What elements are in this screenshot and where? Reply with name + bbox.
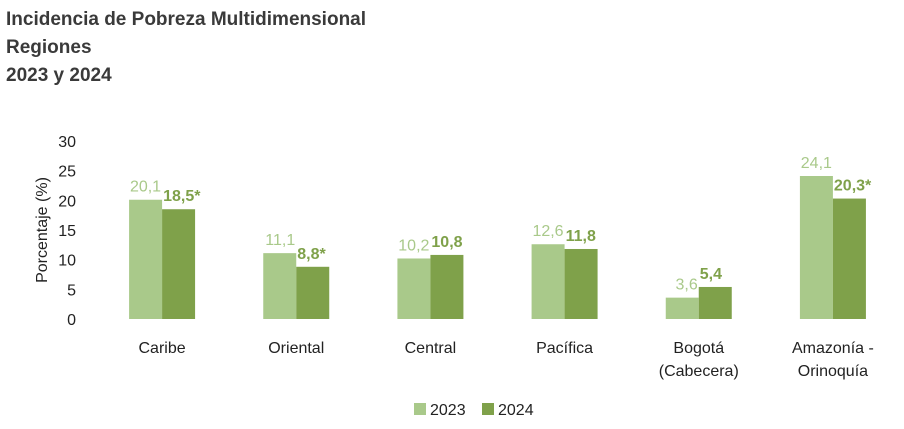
data-label-2024: 20,3* — [834, 178, 872, 195]
data-label-2024: 18,5* — [163, 188, 201, 205]
bar-2023 — [263, 253, 297, 319]
chart-title: Incidencia de Pobreza Multidimensional R… — [6, 6, 366, 90]
category-label: Bogotá — [673, 340, 724, 357]
bar-2024 — [698, 286, 732, 319]
category-label: Oriental — [268, 340, 324, 357]
category-label: Pacífica — [536, 340, 593, 357]
category-label: Orinoquía — [798, 363, 868, 380]
bar-2023 — [665, 297, 699, 319]
category-label: Caribe — [139, 340, 186, 357]
data-label-2023: 10,2 — [398, 237, 429, 254]
bar-2023 — [531, 244, 565, 319]
y-axis: 0 5 10 15 20 25 30 Porcentaje (%) — [34, 134, 76, 329]
y-tick-label: 30 — [58, 134, 76, 151]
bar-2024 — [296, 266, 330, 319]
category-label: (Cabecera) — [659, 363, 739, 380]
y-tick-label: 25 — [58, 164, 76, 181]
y-tick-label: 10 — [58, 253, 76, 270]
legend-label-2024: 2024 — [498, 402, 534, 419]
data-label-2024: 5,4 — [700, 266, 722, 283]
y-tick-label: 5 — [67, 282, 76, 299]
bar-2024 — [564, 248, 598, 319]
data-label-2024: 10,8 — [431, 234, 462, 251]
legend-swatch-2023 — [414, 403, 426, 415]
data-label-2024: 11,8 — [566, 228, 596, 245]
data-label-2023: 11,1 — [265, 232, 295, 249]
data-label-2023: 24,1 — [801, 155, 832, 172]
data-label-2023: 20,1 — [130, 179, 161, 196]
bar-2024 — [430, 254, 464, 319]
category-label: Central — [405, 340, 457, 357]
bar-2023 — [129, 199, 163, 319]
bar-2024 — [832, 198, 866, 319]
bars: 20,118,5* 11,18,8* 10,2 10,8 12,6 11,8 3,65,4 2… — [129, 155, 872, 319]
data-label-2024: 8,8* — [297, 246, 326, 263]
bar-2023 — [799, 176, 833, 319]
legend-label-2023: 2023 — [430, 402, 466, 419]
bar-2024 — [162, 209, 196, 319]
category-labels: Caribe Oriental Central Pacífica Bogotá (Cabe… — [139, 340, 874, 380]
y-tick-label: 15 — [58, 223, 76, 240]
y-tick-label: 0 — [67, 312, 76, 329]
y-axis-label: Porcentaje (%) — [34, 177, 51, 283]
category-label: Amazonía - — [792, 340, 874, 357]
legend-swatch-2024 — [482, 403, 494, 415]
data-label-2023: 3,6 — [676, 277, 698, 294]
data-label-2023: 12,6 — [532, 223, 563, 240]
y-tick-label: 20 — [58, 193, 76, 210]
chart-title-line-2: Regiones — [6, 37, 92, 58]
chart-title-line-3: 2023 y 2024 — [6, 65, 112, 86]
bar-2023 — [397, 258, 431, 319]
chart-title-line-1: Incidencia de Pobreza Multidimensional — [6, 9, 367, 30]
legend: 2023 2024 — [414, 402, 534, 419]
